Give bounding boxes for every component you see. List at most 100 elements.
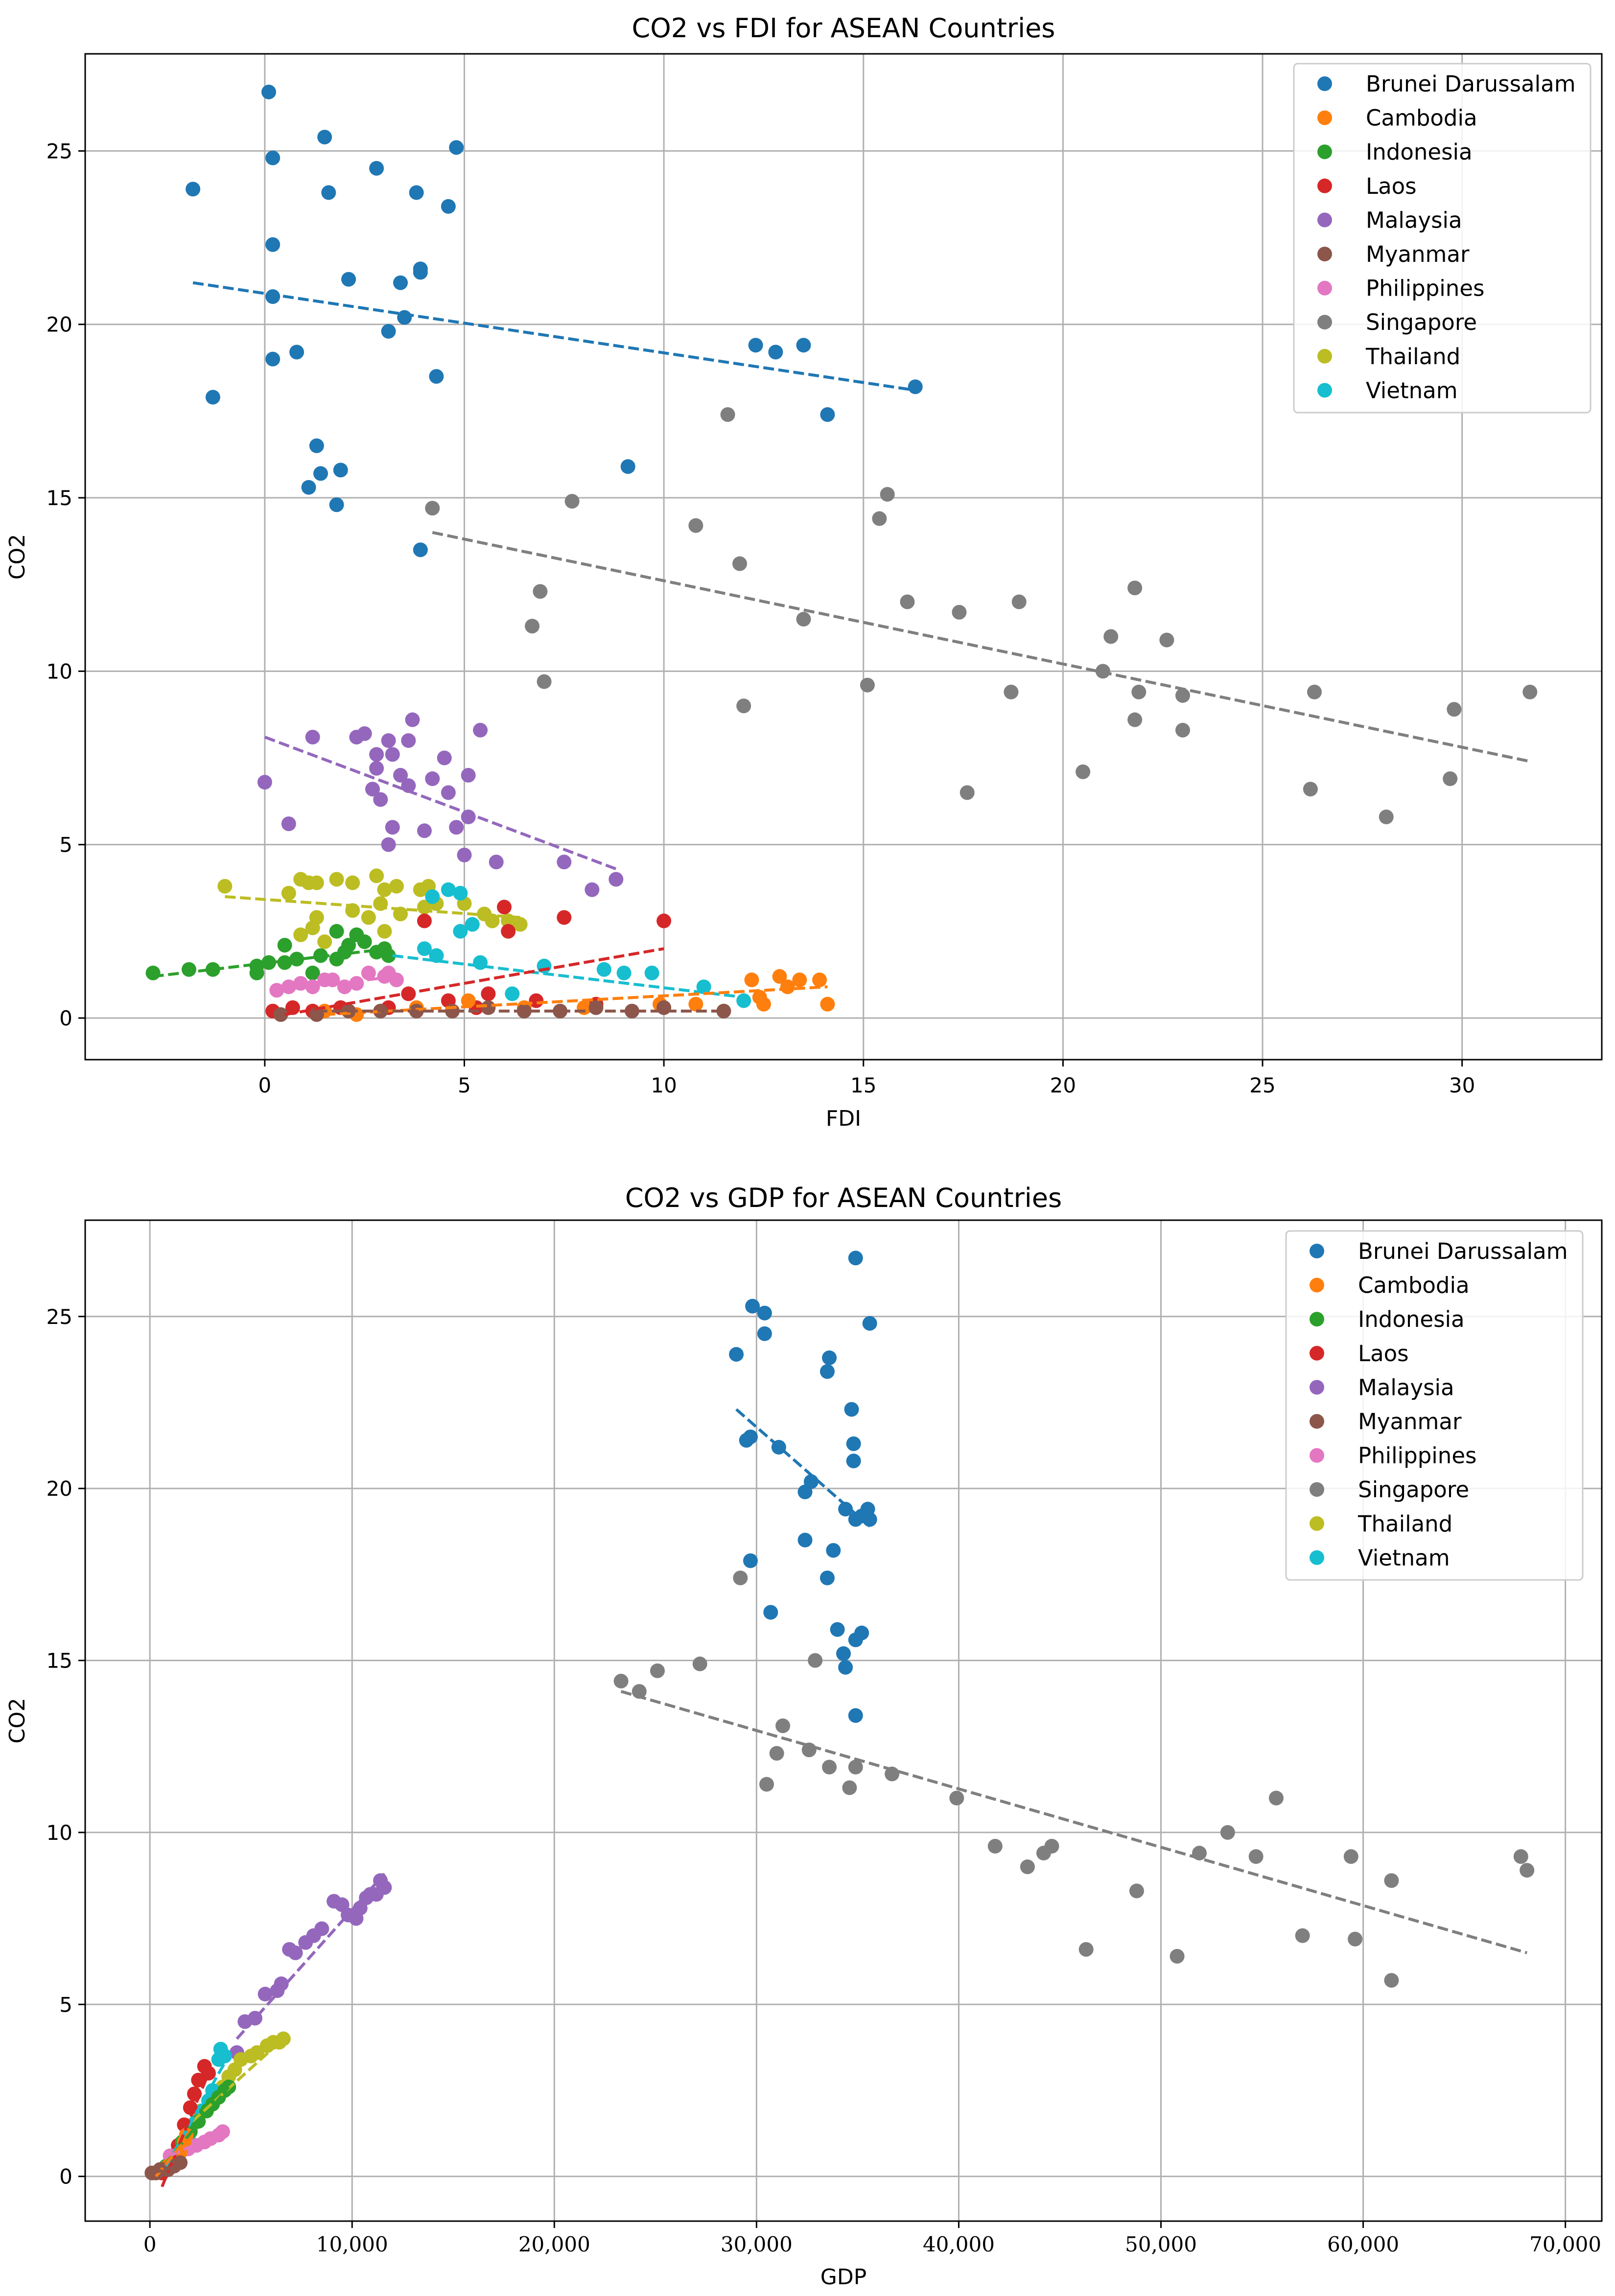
data-point — [381, 948, 396, 963]
data-point — [393, 906, 408, 922]
data-point — [1343, 1849, 1358, 1864]
data-point — [656, 913, 672, 928]
y-axis-label: CO2 — [5, 534, 30, 580]
x-tick-label: 70,000 — [1529, 2232, 1601, 2256]
data-point — [309, 438, 324, 453]
data-point — [357, 934, 372, 950]
data-point — [748, 338, 763, 353]
data-point — [885, 1766, 900, 1782]
data-point — [369, 747, 384, 762]
data-point — [429, 369, 444, 384]
data-point — [461, 767, 476, 783]
x-tick-label: 20,000 — [518, 2232, 590, 2256]
data-point — [369, 161, 384, 176]
data-point — [525, 619, 540, 634]
data-point — [217, 2048, 233, 2064]
data-point — [314, 1921, 329, 1936]
data-point — [1129, 1883, 1144, 1899]
data-point — [900, 594, 915, 609]
data-point — [257, 1987, 273, 2002]
data-point — [381, 837, 396, 852]
data-point — [844, 1402, 859, 1417]
data-point — [768, 345, 783, 360]
data-point — [385, 820, 400, 835]
data-point — [792, 973, 807, 988]
fit-line-brunei-darussalam — [192, 281, 916, 392]
x-tick-label: 20 — [1050, 1073, 1076, 1097]
data-point — [145, 965, 161, 980]
y-tick-label: 5 — [59, 1993, 72, 2017]
data-point — [369, 761, 384, 776]
data-point — [1044, 1839, 1059, 1854]
data-point — [529, 993, 544, 1008]
data-point — [838, 1660, 853, 1675]
data-point — [317, 130, 332, 145]
fit-line-philippines — [276, 974, 397, 992]
data-point — [757, 1326, 772, 1341]
data-point — [277, 938, 292, 953]
data-point — [393, 767, 408, 783]
data-point — [960, 785, 975, 800]
data-point — [1447, 702, 1462, 717]
y-tick-label: 10 — [47, 659, 72, 683]
data-point — [987, 1839, 1003, 1854]
data-point — [205, 390, 220, 405]
y-tick-label: 25 — [47, 139, 72, 163]
data-point — [908, 379, 923, 394]
data-point — [822, 1760, 837, 1775]
legend-marker — [1317, 315, 1332, 330]
data-point — [1248, 1849, 1264, 1864]
fit-line-philippines — [169, 2130, 224, 2157]
data-point — [537, 674, 552, 689]
data-point — [389, 973, 404, 988]
data-point — [537, 958, 552, 974]
data-point — [489, 855, 504, 870]
legend-label: Brunei Darussalam — [1366, 71, 1576, 97]
x-tick-label: 30 — [1449, 1073, 1475, 1097]
legend-marker — [1317, 178, 1332, 193]
x-tick-label: 40,000 — [923, 2232, 995, 2256]
data-point — [265, 150, 281, 165]
legend-marker — [1310, 1448, 1324, 1463]
data-point — [1520, 1863, 1535, 1878]
data-point — [257, 775, 272, 790]
data-point — [393, 275, 408, 290]
data-point — [401, 733, 416, 748]
data-point — [357, 726, 372, 741]
data-point — [217, 879, 233, 894]
data-point — [413, 542, 428, 557]
data-point — [1127, 712, 1143, 727]
data-point — [838, 1502, 853, 1517]
data-point — [812, 973, 827, 988]
data-point — [329, 924, 344, 939]
data-point — [848, 1708, 863, 1723]
data-point — [1175, 722, 1190, 738]
data-point — [261, 84, 277, 99]
fit-line-thailand — [225, 895, 520, 919]
legend-label: Malaysia — [1358, 1374, 1454, 1400]
legend-marker — [1317, 247, 1332, 261]
data-point — [453, 924, 468, 939]
data-point — [345, 875, 360, 890]
legend-marker — [1317, 144, 1332, 160]
legend-label: Cambodia — [1366, 105, 1477, 131]
y-tick-label: 0 — [59, 1006, 72, 1030]
data-point — [437, 750, 452, 765]
series-brunei-darussalam — [729, 1251, 877, 1723]
y-tick-label: 15 — [47, 1649, 72, 1673]
data-point — [361, 965, 376, 980]
data-point — [1011, 594, 1027, 609]
data-point — [369, 868, 384, 883]
data-point — [481, 1000, 496, 1015]
data-point — [880, 487, 895, 502]
data-point — [281, 885, 296, 901]
data-point — [449, 820, 464, 835]
data-point — [557, 910, 572, 925]
data-point — [557, 855, 572, 870]
data-point — [1220, 1825, 1235, 1840]
y-tick-label: 20 — [47, 1477, 72, 1501]
legend-label: Myanmar — [1358, 1409, 1462, 1435]
data-point — [609, 872, 624, 887]
data-point — [616, 965, 632, 980]
data-point — [820, 997, 835, 1012]
